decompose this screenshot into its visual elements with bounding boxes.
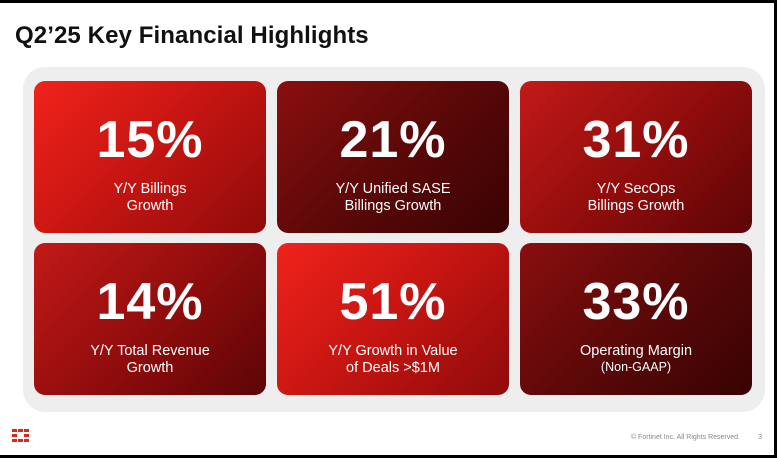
tile-label-line1: Y/Y Unified SASE bbox=[335, 181, 451, 197]
tile-label-line1: Operating Margin bbox=[579, 343, 693, 359]
tile-label: Y/Y SecOps Billings Growth bbox=[520, 181, 752, 215]
tile-total-revenue-growth: 14% Y/Y Total Revenue Growth bbox=[34, 243, 266, 395]
tile-label: Y/Y Total Revenue Growth bbox=[34, 343, 266, 377]
tile-label: Y/Y Billings Growth bbox=[34, 181, 266, 215]
tile-value: 14% bbox=[96, 273, 204, 331]
tile-label-line2: Billings Growth bbox=[587, 198, 685, 214]
tile-label: Operating Margin (Non-GAAP) bbox=[520, 343, 752, 375]
tile-label-line2: Growth bbox=[126, 360, 174, 376]
tile-large-deals-growth: 51% Y/Y Growth in Value of Deals >$1M bbox=[277, 243, 509, 395]
tile-label: Y/Y Growth in Value of Deals >$1M bbox=[277, 343, 509, 377]
tile-label: Y/Y Unified SASE Billings Growth bbox=[277, 181, 509, 215]
tile-label-line2: Growth bbox=[126, 198, 174, 214]
tile-label-line1: Y/Y Billings bbox=[113, 181, 187, 197]
tile-label-line1: Y/Y Growth in Value bbox=[328, 343, 458, 359]
fortinet-logo-icon bbox=[12, 429, 29, 442]
tile-label-line2: of Deals >$1M bbox=[346, 360, 440, 376]
page-number: 3 bbox=[758, 434, 762, 441]
slide-title: Q2’25 Key Financial Highlights bbox=[15, 22, 369, 49]
tile-operating-margin: 33% Operating Margin (Non-GAAP) bbox=[520, 243, 752, 395]
tile-label-line1: Y/Y Total Revenue bbox=[90, 343, 210, 359]
tile-label-line2: Billings Growth bbox=[344, 198, 442, 214]
tile-value: 15% bbox=[96, 111, 204, 169]
tile-label-line1: Y/Y SecOps bbox=[596, 181, 676, 197]
tile-label-line2: (Non-GAAP) bbox=[600, 360, 672, 374]
tile-billings-growth: 15% Y/Y Billings Growth bbox=[34, 81, 266, 233]
tile-value: 21% bbox=[339, 111, 447, 169]
tile-value: 33% bbox=[582, 273, 690, 331]
tile-secops-billings-growth: 31% Y/Y SecOps Billings Growth bbox=[520, 81, 752, 233]
slide: Q2’25 Key Financial Highlights 15% Y/Y B… bbox=[0, 3, 774, 455]
tile-value: 51% bbox=[339, 273, 447, 331]
copyright-footer: © Fortinet Inc. All Rights Reserved. bbox=[630, 434, 740, 441]
tile-value: 31% bbox=[582, 111, 690, 169]
tile-sase-billings-growth: 21% Y/Y Unified SASE Billings Growth bbox=[277, 81, 509, 233]
